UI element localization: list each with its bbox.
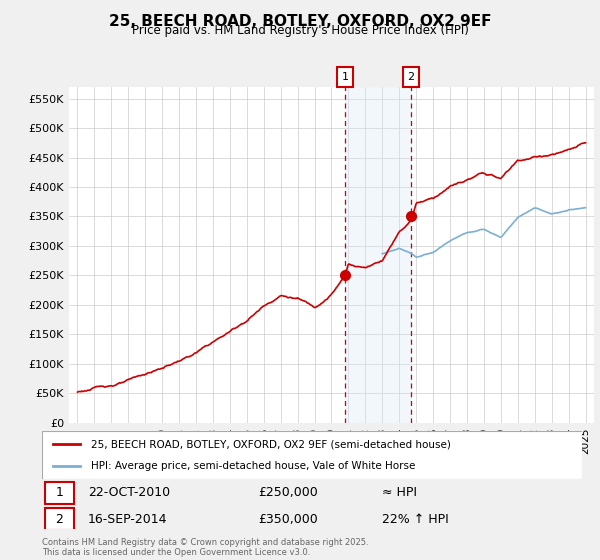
- Bar: [345, 87, 411, 423]
- Text: 16-SEP-2014: 16-SEP-2014: [88, 512, 167, 526]
- FancyBboxPatch shape: [45, 482, 74, 504]
- Text: Contains HM Land Registry data © Crown copyright and database right 2025.
This d: Contains HM Land Registry data © Crown c…: [42, 538, 368, 557]
- Text: 25, BEECH ROAD, BOTLEY, OXFORD, OX2 9EF: 25, BEECH ROAD, BOTLEY, OXFORD, OX2 9EF: [109, 14, 491, 29]
- Text: Price paid vs. HM Land Registry's House Price Index (HPI): Price paid vs. HM Land Registry's House …: [131, 24, 469, 37]
- Text: 25, BEECH ROAD, BOTLEY, OXFORD, OX2 9EF (semi-detached house): 25, BEECH ROAD, BOTLEY, OXFORD, OX2 9EF …: [91, 439, 451, 449]
- Text: ≈ HPI: ≈ HPI: [382, 487, 417, 500]
- Text: HPI: Average price, semi-detached house, Vale of White Horse: HPI: Average price, semi-detached house,…: [91, 461, 415, 471]
- Text: 2: 2: [56, 512, 64, 526]
- FancyBboxPatch shape: [42, 431, 582, 479]
- Text: £250,000: £250,000: [258, 487, 318, 500]
- Text: 22% ↑ HPI: 22% ↑ HPI: [382, 512, 449, 526]
- FancyBboxPatch shape: [45, 508, 74, 530]
- Text: 1: 1: [341, 72, 349, 82]
- Text: £350,000: £350,000: [258, 512, 318, 526]
- Text: 22-OCT-2010: 22-OCT-2010: [88, 487, 170, 500]
- Text: 1: 1: [56, 487, 64, 500]
- Text: 2: 2: [407, 72, 415, 82]
